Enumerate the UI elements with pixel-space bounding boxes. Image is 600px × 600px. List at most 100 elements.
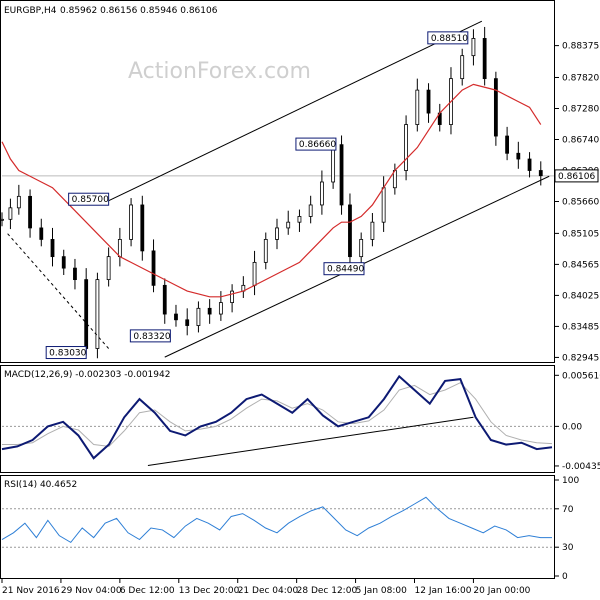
rsi-line <box>1 496 552 544</box>
macd-panel-frame <box>0 365 555 473</box>
candle-body <box>516 152 521 160</box>
candle-body <box>339 144 344 206</box>
price-annotation-box <box>295 137 337 151</box>
candle-body <box>359 239 364 258</box>
price-annotation-label: 0.85700 <box>72 195 109 205</box>
candle-body <box>174 313 178 321</box>
rsi-y-tick-label: 100 <box>562 476 579 486</box>
x-tick-label: 29 Nov 04:00 <box>61 586 122 596</box>
upper-channel-line <box>105 20 483 203</box>
candle-body <box>140 204 145 252</box>
candle-body <box>482 38 487 80</box>
candle-body <box>471 38 476 57</box>
candle-body <box>426 89 431 114</box>
candle-body <box>185 319 190 326</box>
rsi-y-tick-label: 70 <box>562 505 574 515</box>
candle-body <box>84 279 89 349</box>
watermark: ActionForex.com <box>128 59 311 84</box>
price-layer: 0.883750.878200.872800.867400.862000.856… <box>0 20 599 363</box>
candle-body <box>538 170 543 177</box>
candle-body <box>196 307 201 326</box>
moving-average-line <box>1 83 542 298</box>
macd-line <box>1 374 553 460</box>
candle-body <box>263 239 268 263</box>
price-annotation-label: 0.86660 <box>299 140 336 150</box>
candle-body <box>370 221 375 240</box>
candle-body <box>286 221 291 229</box>
rsi-y-tick-label: 30 <box>562 543 574 553</box>
macd-layer: 0.005616 0.00 -0.004355 <box>1 371 600 472</box>
x-tick-label: 20 Jan 00:00 <box>473 586 530 596</box>
price-y-tick-label: 0.87280 <box>562 104 599 114</box>
candle-body <box>28 195 32 229</box>
price-annotation-box <box>323 262 365 276</box>
x-axis: 21 Nov 2016 29 Nov 04:006 Dec 12:00 13 Dec… <box>1 579 531 596</box>
macd-signal-line <box>2 382 553 447</box>
x-tick-label: 6 Dec 12:00 <box>120 586 175 596</box>
candle-body <box>8 207 13 220</box>
chart-header-symbol: EURGBP,H4 <box>4 6 57 16</box>
candle-body <box>106 256 111 281</box>
candle-body <box>151 250 156 286</box>
price-annotation-box <box>68 192 110 206</box>
candle-body <box>230 290 235 303</box>
rsi-panel-frame <box>0 475 555 579</box>
candle-body <box>308 204 313 217</box>
x-tick-label: 21 Nov 2016 <box>2 586 60 596</box>
last-price-box <box>554 169 599 183</box>
candle-body <box>218 302 223 315</box>
price-y-tick-label: 0.86740 <box>562 135 599 145</box>
price-panel-frame <box>0 0 555 363</box>
price-y-tick-label: 0.84025 <box>562 291 599 301</box>
macd-trendline <box>147 416 474 466</box>
candle-body <box>50 239 55 258</box>
candle-body <box>95 279 100 349</box>
candle-body <box>381 187 386 223</box>
price-y-tick-label: 0.83485 <box>562 322 599 332</box>
candle-body <box>39 227 44 240</box>
candle-body <box>415 89 420 125</box>
candle-body <box>61 256 66 269</box>
candle-body <box>162 284 167 315</box>
price-y-tick-label: 0.85660 <box>562 198 599 208</box>
macd-y-tick-label: -0.004355 <box>562 462 600 472</box>
candle-body <box>207 307 212 315</box>
candle-body <box>117 239 122 258</box>
candle-body <box>0 218 4 221</box>
downtrend-line <box>7 233 110 349</box>
macd-y-tick-label: 0.00 <box>562 422 582 432</box>
x-tick-label: 13 Dec 20:00 <box>179 586 240 596</box>
rsi-y-tick-label: 0 <box>562 572 568 582</box>
rsi-panel-label: RSI(14) 40.4652 <box>4 480 77 490</box>
price-y-tick-label: 0.85105 <box>562 229 599 239</box>
candle-body <box>505 135 510 154</box>
x-tick-label: 28 Dec 12:00 <box>297 586 358 596</box>
candle-body <box>460 55 465 80</box>
price-annotation-label: 0.88510 <box>431 34 468 44</box>
price-annotation-box <box>45 346 87 360</box>
price-annotation-box <box>129 329 171 343</box>
candle-body <box>73 267 77 281</box>
x-tick-label: 21 Dec 04:00 <box>238 586 299 596</box>
price-annotation-label: 0.83320 <box>133 332 170 342</box>
x-tick-label: 5 Jan 08:00 <box>356 586 408 596</box>
price-y-tick-label: 0.84565 <box>562 260 599 270</box>
candle-body <box>275 227 279 240</box>
price-y-tick-label: 0.82945 <box>562 353 599 363</box>
macd-y-tick-label: 0.005616 <box>562 371 600 381</box>
price-y-tick-label: 0.88375 <box>562 42 599 52</box>
candle-body <box>129 204 133 240</box>
candle-body <box>404 124 408 171</box>
rsi-layer: 100 70 30 0 <box>1 476 579 582</box>
candle-body <box>319 181 324 206</box>
candle-body <box>493 78 498 137</box>
candle-body <box>348 204 352 258</box>
candle-body <box>16 195 21 209</box>
x-tick-label: 12 Jan 16:00 <box>415 586 472 596</box>
price-y-tick-label: 0.87820 <box>562 73 599 83</box>
last-price-label: 0.86106 <box>558 172 595 182</box>
candle-body <box>297 216 302 223</box>
candle-body <box>527 158 532 171</box>
price-annotation-box <box>427 31 469 45</box>
